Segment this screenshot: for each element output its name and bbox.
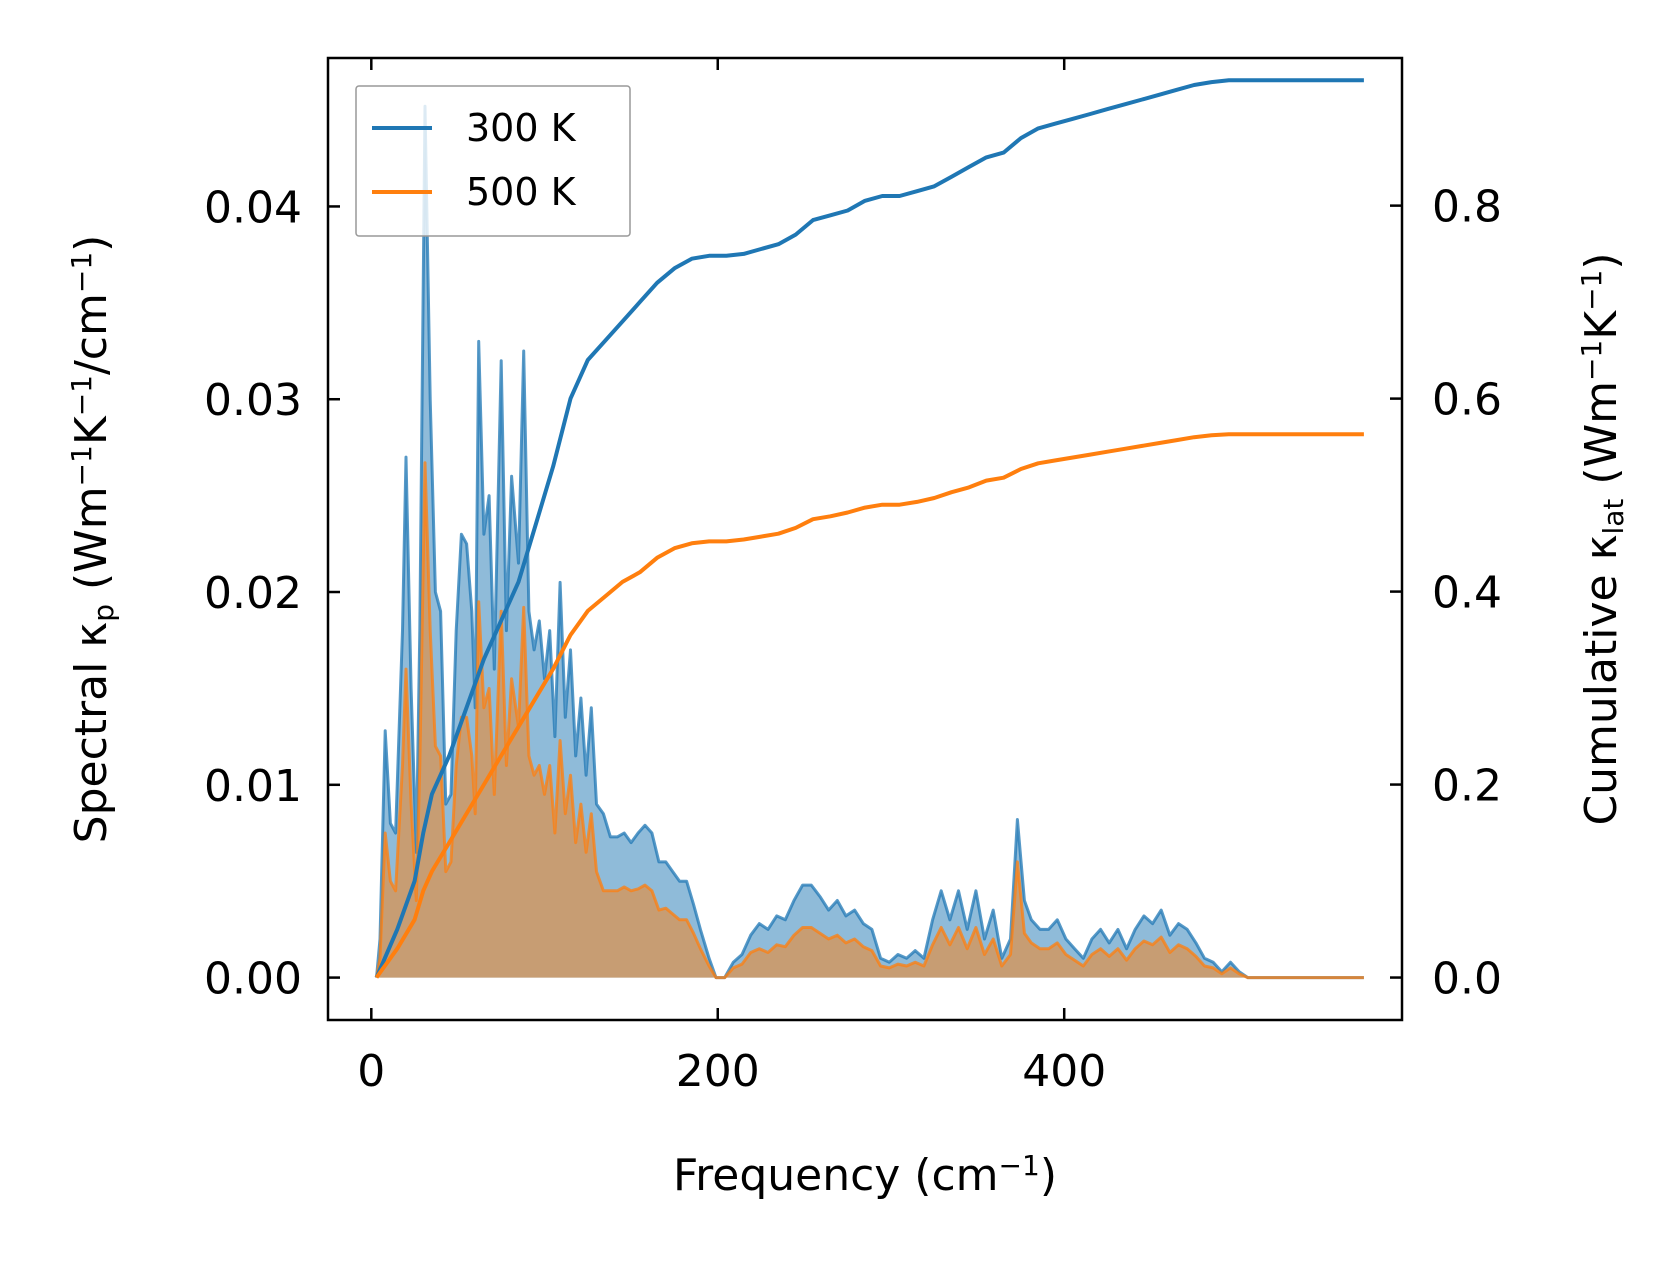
y-right-tick-label: 0.4 (1432, 568, 1502, 619)
y-left-axis-title-part: p (87, 604, 120, 622)
y-right-axis-title-part: Cumulative κ (1576, 534, 1627, 825)
legend-label-1: 300 K (466, 106, 577, 150)
y-left-tick-label: 0.01 (204, 761, 302, 812)
y-left-tick-label: 0.00 (204, 954, 302, 1005)
spectral-line-1 (375, 104, 1364, 980)
x-axis-title-part: ) (1040, 1150, 1057, 1201)
y-left-tick-label: 0.02 (204, 568, 302, 619)
tick-layer (328, 58, 1402, 1020)
y-right-axis-title-part: ) (1576, 252, 1627, 269)
y-left-axis-title-part: ) (66, 235, 117, 252)
y-left-tick-label: 0.03 (204, 375, 302, 426)
x-tick-label: 0 (357, 1046, 385, 1097)
line-layer (374, 78, 1364, 979)
y-right-axis-title-part: −1 (1575, 270, 1608, 311)
label-layer: 0 200 400 0.00 0.01 0.02 0.03 0.04 0.0 0.2 0.4 0.6 0… (65, 182, 1630, 1201)
y-right-axis-title-part: −1 (1575, 340, 1608, 381)
legend-label-2: 500 K (466, 170, 577, 214)
x-axis-title-part: Frequency (cm (673, 1150, 999, 1201)
cumulative-line-2 (374, 432, 1364, 979)
y-left-axis-title-part: −1 (65, 375, 98, 416)
plot-frame (326, 56, 1404, 1022)
y-right-tick-label: 0.0 (1432, 954, 1502, 1005)
y-left-tick-label: 0.04 (204, 182, 302, 233)
y-left-axis-title-part: Spectral κ (66, 622, 117, 844)
x-tick-label: 200 (676, 1046, 760, 1097)
y-right-tick-label: 0.6 (1432, 375, 1502, 426)
x-axis-title: Frequency (cm−1) (673, 1149, 1057, 1201)
y-left-axis-title: Spectral κp (Wm−1K−1/cm−1) (65, 235, 120, 844)
y-left-axis-title-part: (Wm (66, 486, 117, 604)
y-left-axis-title-part: −1 (65, 252, 98, 293)
cumulative-line-1 (374, 78, 1364, 979)
x-tick-label: 400 (1022, 1046, 1106, 1097)
y-right-axis-title-part: (Wm (1576, 381, 1627, 499)
y-left-axis-title-part: K (66, 415, 117, 445)
spectral-area-2 (376, 462, 1364, 978)
y-right-tick-label: 0.2 (1432, 761, 1502, 812)
spectral-fill-layer (375, 104, 1364, 980)
y-right-axis-title-part: K (1576, 310, 1627, 340)
y-right-axis-title: Cumulative κlat (Wm−1K−1) (1575, 252, 1630, 825)
legend-box (355, 85, 631, 237)
x-axis-title-part: −1 (999, 1149, 1040, 1182)
y-right-axis-title-part: lat (1597, 499, 1630, 535)
y-left-axis-title-part: /cm (66, 293, 117, 375)
y-right-tick-label: 0.8 (1432, 182, 1502, 233)
legend: 300 K 500 K (355, 85, 631, 237)
spectral-line-2 (375, 461, 1364, 980)
y-left-axis-title-part: −1 (65, 445, 98, 486)
